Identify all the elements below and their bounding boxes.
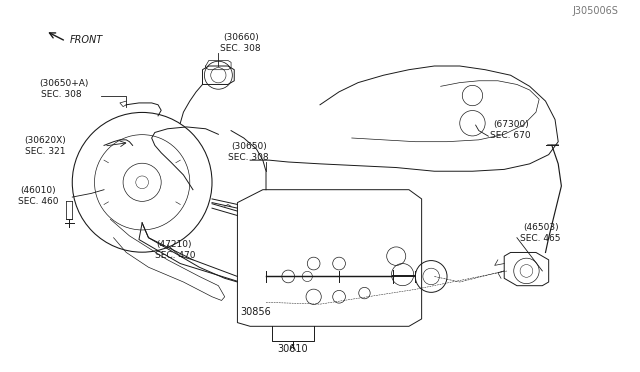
Text: (30660): (30660) xyxy=(223,33,259,42)
Text: 30610: 30610 xyxy=(277,344,308,354)
Text: SEC. 470: SEC. 470 xyxy=(155,251,195,260)
Text: (47210): (47210) xyxy=(157,240,192,249)
Text: SEC. 308: SEC. 308 xyxy=(220,44,260,53)
Text: SEC. 321: SEC. 321 xyxy=(24,147,65,157)
Text: (30650+A): (30650+A) xyxy=(39,79,88,88)
Text: (46503): (46503) xyxy=(524,223,559,232)
Text: FRONT: FRONT xyxy=(70,35,103,45)
Text: SEC. 460: SEC. 460 xyxy=(19,197,59,206)
Text: 30856: 30856 xyxy=(241,307,271,317)
Text: SEC. 308: SEC. 308 xyxy=(40,90,81,99)
Text: SEC. 670: SEC. 670 xyxy=(490,131,531,140)
Text: J305006S: J305006S xyxy=(573,6,618,16)
Text: (67300): (67300) xyxy=(493,120,529,129)
Text: (30650): (30650) xyxy=(231,142,267,151)
Text: SEC. 465: SEC. 465 xyxy=(520,234,561,243)
Text: (30620X): (30620X) xyxy=(24,137,67,145)
Text: SEC. 308: SEC. 308 xyxy=(228,153,269,162)
Text: (46010): (46010) xyxy=(20,186,56,195)
